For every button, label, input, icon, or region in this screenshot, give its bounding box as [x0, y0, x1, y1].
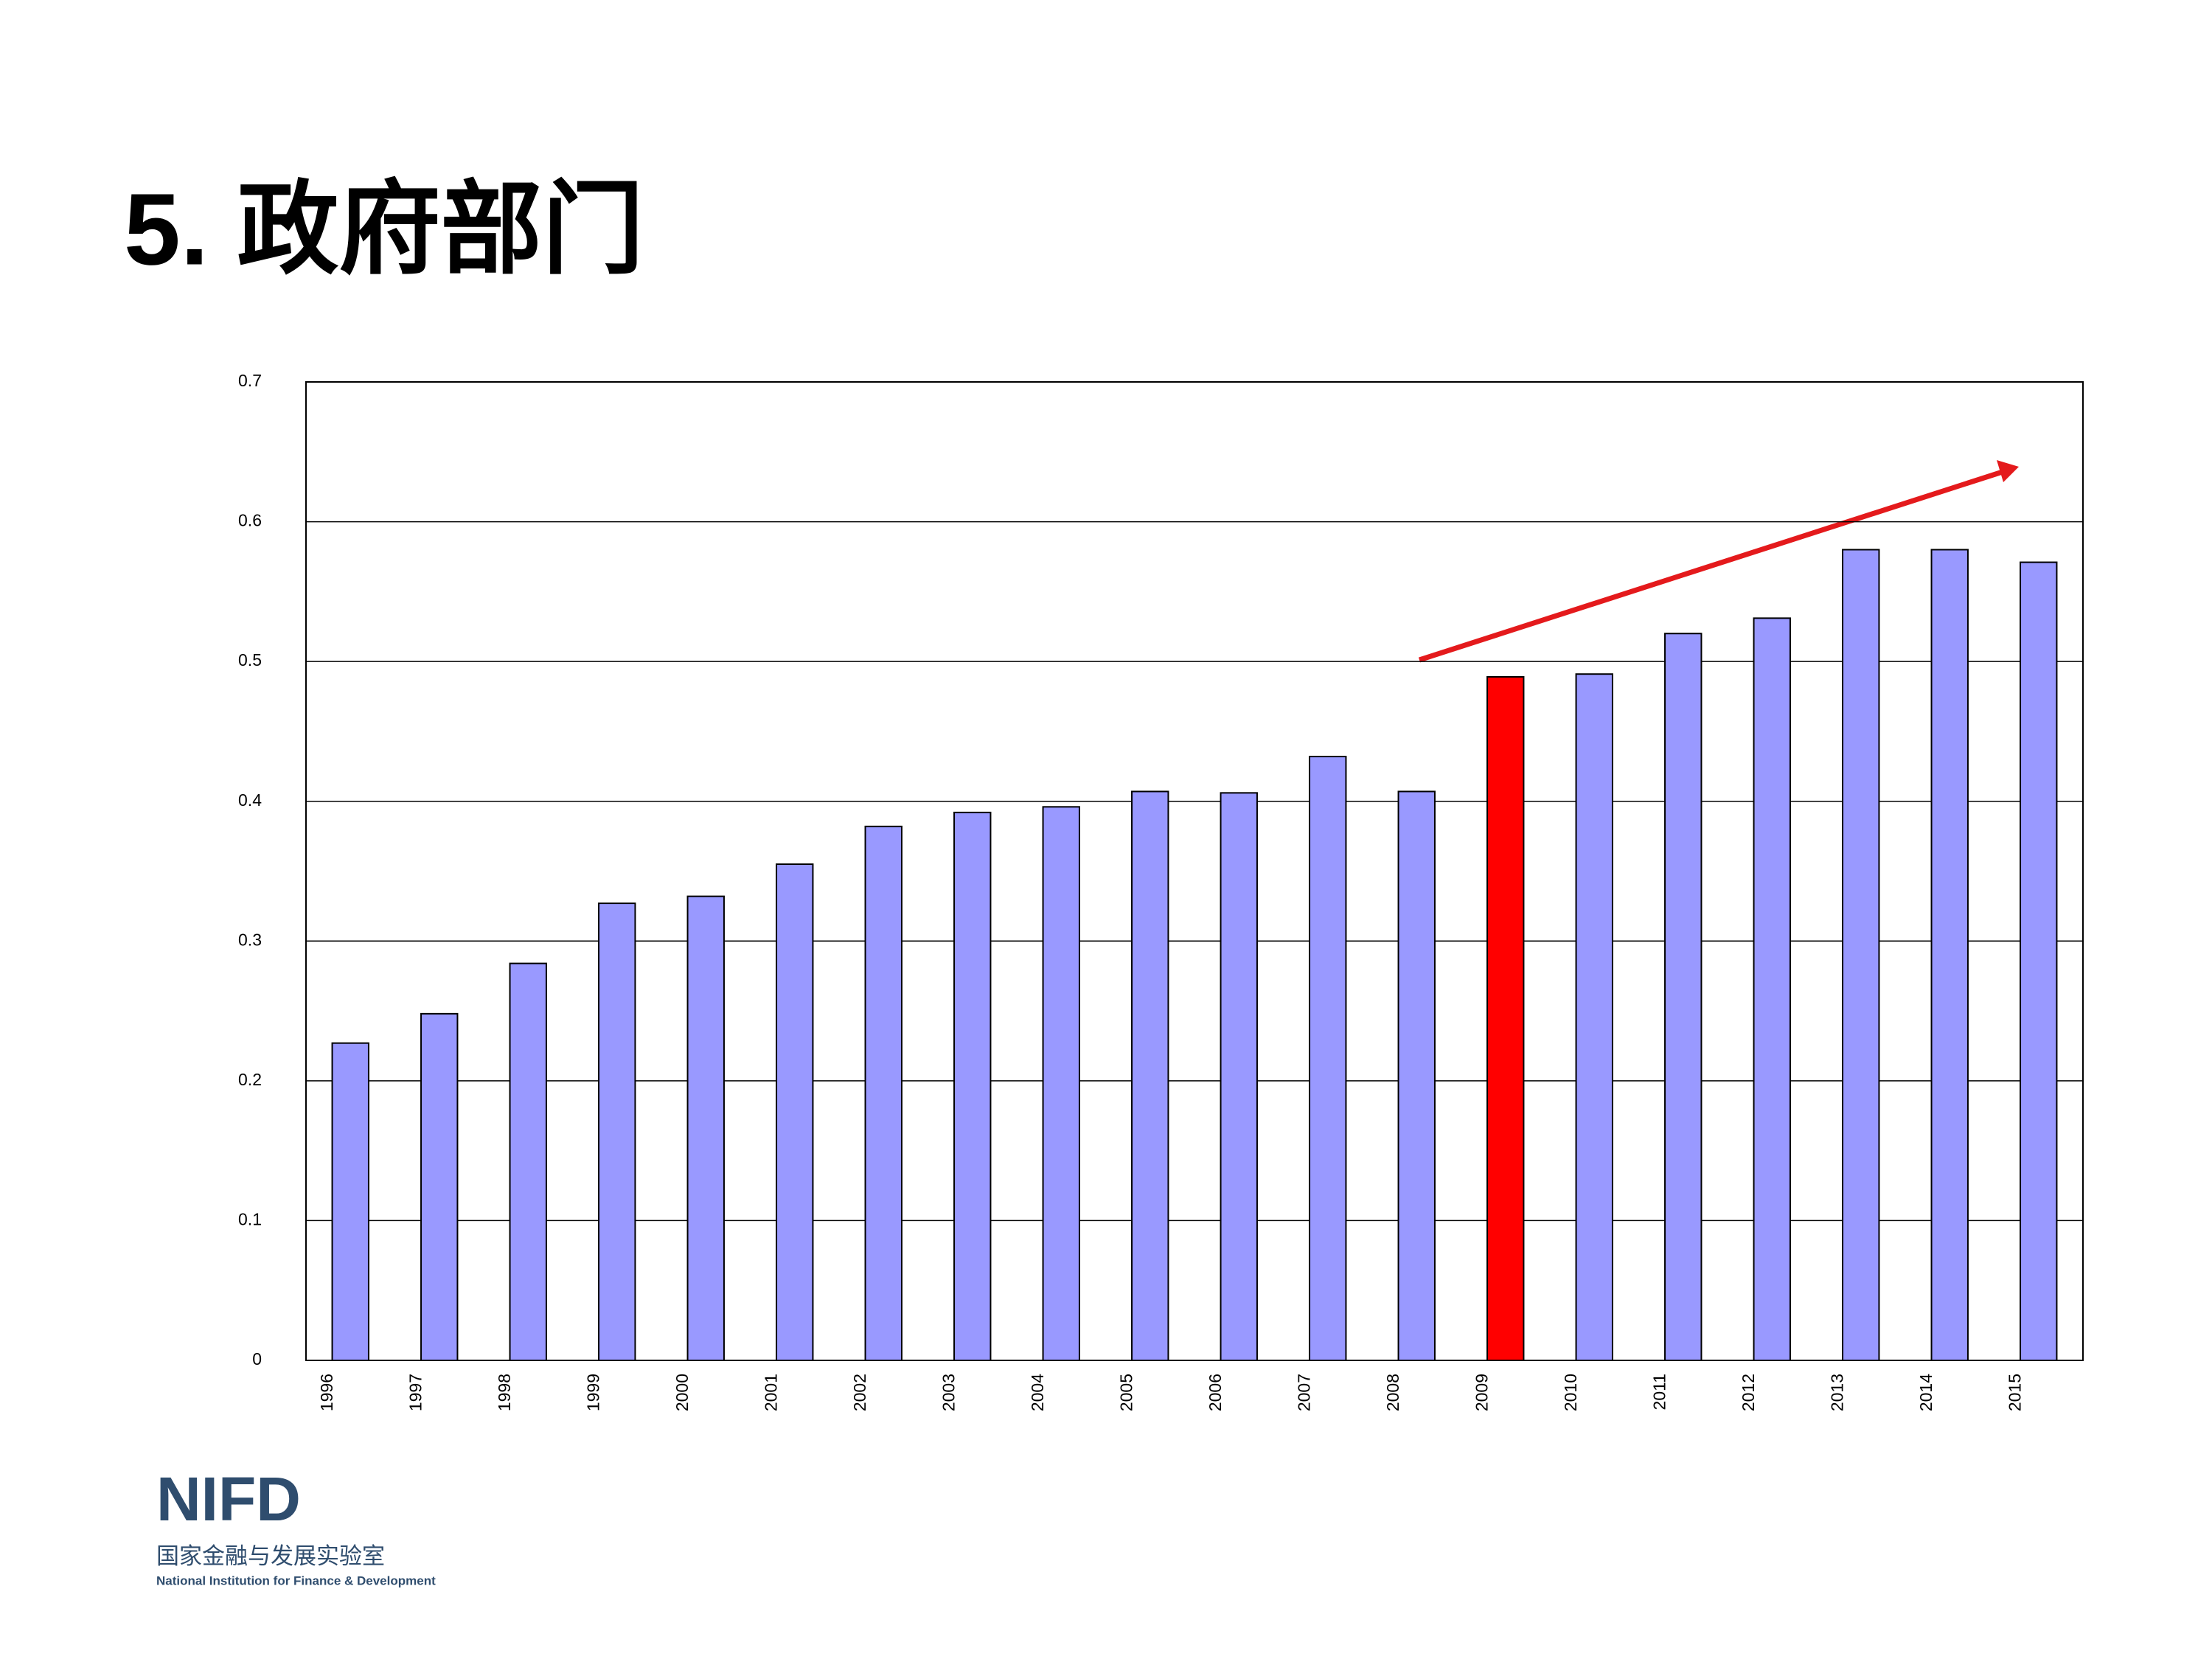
y-tick-label: 0.4 [238, 790, 262, 810]
y-tick-label: 0.1 [238, 1210, 262, 1229]
x-tick-label: 2007 [1295, 1374, 1314, 1411]
y-tick-label: 0.3 [238, 930, 262, 949]
x-tick-label: 2010 [1561, 1374, 1580, 1411]
bar [1131, 790, 1169, 1362]
x-tick-label: 2000 [672, 1374, 692, 1411]
y-tick-label: 0.7 [238, 371, 262, 390]
plot-frame [305, 381, 2084, 1361]
y-tick-label: 0.5 [238, 650, 262, 669]
bar [2020, 561, 2058, 1361]
x-tick-label: 1999 [584, 1374, 603, 1411]
x-tick-label: 1997 [406, 1374, 425, 1411]
slide-title: 5. 政府部门 [124, 173, 644, 286]
x-tick-label: 2012 [1739, 1374, 1758, 1411]
logo-name-cn: 国家金融与发展实验室 [156, 1543, 385, 1569]
x-tick-label: 2001 [762, 1374, 781, 1411]
bar [1575, 673, 1613, 1361]
bar [1042, 806, 1080, 1361]
y-tick-label: 0 [252, 1349, 262, 1368]
x-tick-label: 2014 [1916, 1374, 1935, 1411]
x-tick-label: 1998 [495, 1374, 514, 1411]
bar [509, 962, 547, 1362]
logo-name-en: National Institution for Finance & Devel… [156, 1573, 436, 1587]
x-tick-label: 2006 [1206, 1374, 1225, 1411]
x-tick-label: 2004 [1028, 1374, 1047, 1411]
trend-arrow [1418, 467, 2011, 663]
x-tick-label: 2002 [850, 1374, 869, 1411]
x-tick-label: 2015 [2006, 1374, 2025, 1411]
y-tick-label: 0.6 [238, 511, 262, 530]
bar [1220, 792, 1258, 1361]
x-tick-label: 2011 [1650, 1374, 1669, 1410]
bar [864, 825, 902, 1361]
x-tick-label: 2008 [1383, 1374, 1402, 1411]
bar [1397, 790, 1436, 1362]
bar [1486, 675, 1525, 1361]
x-tick-label: 2009 [1472, 1374, 1492, 1411]
bar [1753, 617, 1791, 1361]
logo-mark: NIFD [156, 1464, 301, 1534]
bar [331, 1042, 369, 1361]
bar [598, 902, 636, 1361]
bar [1664, 633, 1703, 1361]
bar [420, 1012, 459, 1362]
x-tick-label: 2003 [939, 1374, 959, 1411]
x-tick-label: 2013 [1828, 1374, 1847, 1411]
x-tick-label: 1996 [317, 1374, 336, 1411]
bar [1930, 549, 1969, 1361]
bar [953, 811, 992, 1361]
bar [1842, 549, 1880, 1361]
bar [776, 863, 814, 1362]
trend-arrow-head [1997, 460, 2019, 482]
x-tick-label: 2005 [1117, 1374, 1136, 1411]
bar [686, 895, 725, 1361]
y-tick-label: 0.2 [238, 1070, 262, 1089]
bar [1309, 756, 1347, 1361]
